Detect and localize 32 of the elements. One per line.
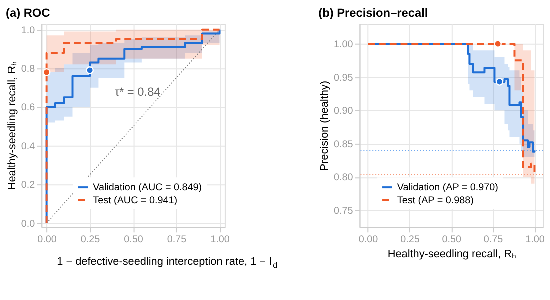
legend-label: Test (AUC = 0.941) xyxy=(93,195,178,206)
y-tick-label: 0.85 xyxy=(334,139,354,150)
x-tick-label: 1.00 xyxy=(526,234,546,246)
legend-label: Validation (AP = 0.970) xyxy=(397,182,498,194)
y-axis-title: Healthy-seedling recall, Rₕ xyxy=(6,62,18,190)
y-tick-label: 1.00 xyxy=(334,39,354,50)
chart-title: (b) Precision–recall xyxy=(318,6,428,20)
y-tick-label: 0.2 xyxy=(21,180,36,192)
y-tick-label: 0.95 xyxy=(334,72,354,84)
y-axis-title: Precision (healthy) xyxy=(319,81,332,172)
x-tick-label: 0.50 xyxy=(442,234,462,246)
legend-label: Test (AP = 0.988) xyxy=(397,195,474,206)
x-tick-label: 0.00 xyxy=(38,234,58,246)
y-tick-label: 0.6 xyxy=(21,102,36,114)
y-tick-label: 0.90 xyxy=(334,106,354,118)
y-tick-label: 0.4 xyxy=(21,141,36,152)
x-tick-label: 0.25 xyxy=(80,234,101,246)
annotation: τ* = 0.84 xyxy=(114,85,162,100)
y-tick-label: 0.8 xyxy=(21,64,36,76)
x-axis-title: Healthy-seedling recall, Rₕ xyxy=(388,248,516,260)
x-tick-label: 1.00 xyxy=(210,234,230,246)
y-tick-label: 0.75 xyxy=(334,206,354,218)
y-tick-label: 1.0 xyxy=(21,25,36,36)
x-tick-label: 0.25 xyxy=(400,234,420,246)
x-tick-label: 0.00 xyxy=(358,234,379,246)
x-tick-label: 0.50 xyxy=(124,234,144,246)
x-tick-label: 0.75 xyxy=(484,234,504,246)
x-tick-label: 0.75 xyxy=(167,234,188,246)
y-tick-label: 0.80 xyxy=(334,172,354,184)
legend-label: Validation (AUC = 0.849) xyxy=(93,182,202,194)
y-tick-label: 0.0 xyxy=(21,218,36,230)
chart-title: (a) ROC xyxy=(6,6,51,20)
